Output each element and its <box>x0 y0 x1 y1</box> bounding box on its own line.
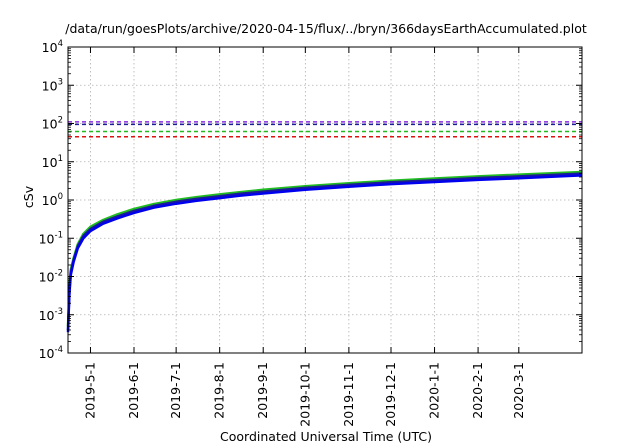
x-axis-label: Coordinated Universal Time (UTC) <box>220 429 432 444</box>
y-tick-label: 10-2 <box>39 269 63 285</box>
chart-title: /data/run/goesPlots/archive/2020-04-15/f… <box>65 21 587 36</box>
x-tick-label: 2019-7-1 <box>168 362 183 419</box>
x-tick-label: 2020-2-1 <box>470 362 485 419</box>
y-axis-label: cSv <box>21 185 36 208</box>
y-tick-label: 104 <box>42 39 63 55</box>
x-tick-label: 2020-1-1 <box>427 362 442 419</box>
x-tick-label: 2019-5-1 <box>82 362 97 419</box>
series-line <box>66 174 583 333</box>
x-tick-label: 2020-3-1 <box>511 362 526 419</box>
series-line <box>66 170 583 327</box>
x-tick-label: 2019-12-1 <box>383 362 398 427</box>
y-tick-label: 10-4 <box>39 345 63 361</box>
y-tick-label: 10-1 <box>39 230 63 246</box>
x-tick-label: 2019-9-1 <box>255 362 270 419</box>
y-tick-label: 100 <box>42 192 63 208</box>
y-tick-label: 101 <box>42 154 63 170</box>
x-tick-label: 2019-8-1 <box>212 362 227 419</box>
y-axis: 10-4 10-3 10-2 10-1 100 101 102 103 104 <box>39 39 582 361</box>
y-tick-label: 10-3 <box>39 307 63 323</box>
x-axis: 2019-5-1 2019-6-1 2019-7-1 2019-8-1 2019-9-1… <box>82 47 526 427</box>
x-tick-label: 2019-11-1 <box>341 362 356 427</box>
x-tick-label: 2019-6-1 <box>126 362 141 419</box>
reference-lines <box>68 121 582 138</box>
series-line <box>66 172 583 331</box>
grid <box>68 47 582 353</box>
y-tick-label: 103 <box>42 77 63 93</box>
series-lines <box>66 170 583 333</box>
y-tick-label: 102 <box>42 116 63 132</box>
x-tick-label: 2019-10-1 <box>297 362 312 427</box>
